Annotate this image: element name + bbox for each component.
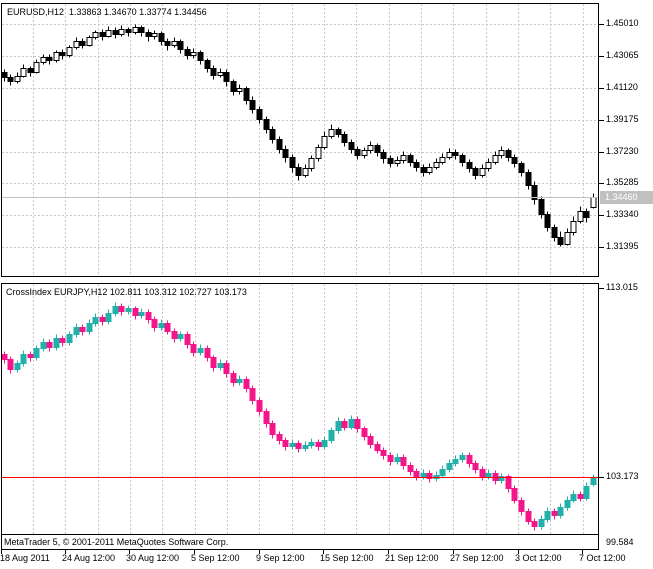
time-label: 15 Sep 12:00 — [320, 553, 374, 563]
price-lines — [2, 197, 598, 478]
current-price-label: 1.34460 — [600, 191, 653, 204]
time-label: 5 Sep 12:00 — [191, 553, 240, 563]
price-label: 1.41120 — [606, 82, 638, 92]
price-label: 1.43065 — [606, 50, 639, 60]
time-label: 3 Oct 12:00 — [515, 553, 562, 563]
bottom-panel-plot[interactable] — [2, 284, 598, 534]
time-label: 27 Sep 12:00 — [450, 553, 504, 563]
top-panel-plot[interactable] — [2, 4, 598, 276]
price-label: 1.33340 — [606, 209, 639, 219]
price-label: 1.37230 — [606, 146, 639, 156]
time-label: 18 Aug 2011 — [0, 553, 50, 563]
bottom-panel-candles — [2, 302, 597, 531]
price-label: 103.173 — [606, 471, 639, 481]
price-label: 1.45010 — [606, 18, 639, 28]
copyright-text: MetaTrader 5, © 2001-2011 MetaQuotes Sof… — [4, 537, 229, 547]
time-label: 21 Sep 12:00 — [385, 553, 439, 563]
top-panel-grid — [2, 4, 598, 276]
price-label: 1.39175 — [606, 114, 639, 124]
bottom-panel-grid — [33, 284, 584, 534]
panel-frames — [1, 3, 599, 550]
bottom-panel-header: CrossIndex EURJPY,H12 102.811 103.312 10… — [6, 287, 247, 297]
time-label: 9 Sep 12:00 — [256, 553, 305, 563]
time-label: 7 Oct 12:00 — [579, 553, 626, 563]
time-label: 30 Aug 12:00 — [126, 553, 180, 563]
price-label: 1.35285 — [606, 177, 639, 187]
price-label: 99.584 — [606, 537, 634, 547]
top-panel-candles — [2, 24, 597, 247]
top-panel-header: EURUSD,H12 1.33863 1.34670 1.33774 1.344… — [7, 7, 207, 17]
scale-ticks — [1, 24, 604, 554]
price-label: 113.015 — [606, 282, 638, 292]
price-label: 1.31395 — [606, 241, 639, 251]
time-label: 24 Aug 12:00 — [62, 553, 116, 563]
